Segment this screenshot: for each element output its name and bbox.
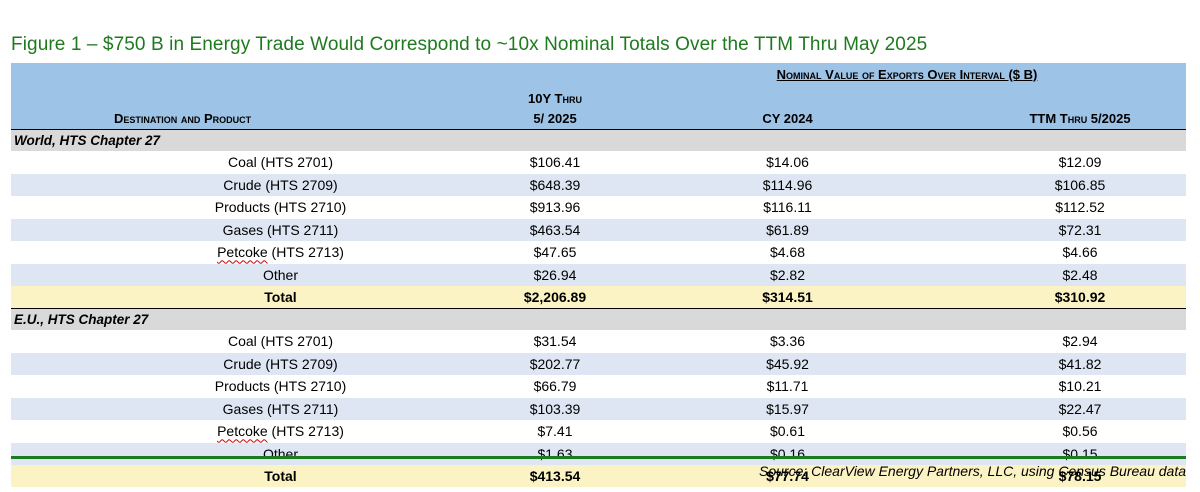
bottom-rule [11, 456, 1186, 459]
table-row: Crude (HTS 2709) $202.77 $45.92 $41.82 [11, 352, 1187, 375]
col-cy2024-header: CY 2024 [762, 110, 813, 126]
value-10y: $103.39 [509, 397, 601, 420]
value-10y: $202.77 [509, 352, 601, 375]
product-cell: Products (HTS 2710) [214, 378, 347, 395]
total-ttm: $310.92 [974, 286, 1187, 309]
value-ttm: $22.47 [974, 397, 1187, 420]
product-cell: Crude (HTS 2709) [11, 173, 509, 196]
value-ttm: $2.94 [1062, 333, 1098, 350]
total-cy2024: $77.74 [601, 465, 974, 487]
col-10y-header-line1: 10Y Thru [528, 91, 582, 106]
value-ttm: $41.82 [974, 352, 1187, 375]
value-ttm: $0.15 [974, 442, 1187, 465]
value-cy2024: $114.96 [601, 173, 974, 196]
figure-title: Figure 1 – $750 B in Energy Trade Would … [11, 34, 928, 55]
product-cell: Petcoke (HTS 2713) [11, 420, 509, 443]
product-cell: Crude (HTS 2709) [11, 352, 509, 375]
petcoke-code: (HTS 2713) [267, 423, 344, 440]
value-10y: $47.65 [533, 244, 577, 261]
source-note: Source: ClearView Energy Partners, LLC, … [759, 463, 1186, 479]
value-cy2024: $3.36 [769, 333, 806, 350]
value-ttm: $12.09 [1058, 154, 1102, 171]
table-row: Coal (HTS 2701) $106.41 $14.06 $12.09 [11, 151, 1186, 174]
section-label: E.U., HTS Chapter 27 [11, 308, 1187, 330]
group-header: Nominal Value of Exports Over Interval (… [776, 66, 1038, 82]
table-row: Other $1.63 $0.16 $0.15 [11, 442, 1187, 465]
value-ttm: $0.56 [1062, 423, 1098, 440]
value-ttm: $10.21 [1058, 378, 1102, 395]
value-cy2024: $11.71 [766, 378, 809, 395]
product-cell: Other [11, 263, 509, 286]
exports-table-container: Nominal Value of Exports Over Interval (… [11, 63, 1187, 487]
header-row-group: Nominal Value of Exports Over Interval (… [11, 63, 1187, 85]
value-10y: $26.94 [509, 263, 601, 286]
value-cy2024: $14.06 [766, 154, 809, 171]
value-10y: $913.96 [529, 199, 581, 216]
product-cell: Petcoke (HTS 2713) [11, 241, 509, 264]
table-row: Other $26.94 $2.82 $2.48 [11, 263, 1187, 286]
product-cell: Gases (HTS 2711) [11, 397, 509, 420]
product-cell: Products (HTS 2710) [214, 199, 347, 216]
value-ttm: $112.52 [1055, 199, 1105, 216]
table-row: Gases (HTS 2711) $103.39 $15.97 $22.47 [11, 397, 1187, 420]
value-ttm: $4.66 [1062, 244, 1098, 261]
value-10y: $106.41 [529, 154, 581, 171]
table-row: Gases (HTS 2711) $463.54 $61.89 $72.31 [11, 218, 1187, 241]
col-ttm-header: TTM Thru 5/2025 [1029, 110, 1131, 126]
section-row-world: World, HTS Chapter 27 [11, 129, 1187, 151]
header-row-3: Destination and Product 5/ 2025 CY 2024 … [11, 107, 1187, 130]
product-cell: Coal (HTS 2701) [227, 154, 334, 171]
section-label: World, HTS Chapter 27 [11, 129, 1187, 151]
total-10y: $2,206.89 [509, 286, 601, 309]
value-cy2024: $15.97 [601, 397, 974, 420]
value-ttm: $106.85 [974, 173, 1187, 196]
petcoke-code: (HTS 2713) [267, 244, 344, 261]
value-ttm: $2.48 [974, 263, 1187, 286]
section-row-eu: E.U., HTS Chapter 27 [11, 308, 1187, 330]
table-row: Products (HTS 2710) $66.79 $11.71 $10.21 [11, 375, 1186, 398]
col-10y-header-line2: 5/ 2025 [533, 110, 577, 126]
total-label: Total [11, 465, 509, 487]
table-row: Crude (HTS 2709) $648.39 $114.96 $106.85 [11, 173, 1187, 196]
value-cy2024: $2.82 [601, 263, 974, 286]
total-row-world: Total $2,206.89 $314.51 $310.92 [11, 286, 1187, 309]
value-10y: $66.79 [533, 378, 577, 395]
col-destination-header: Destination and Product [114, 110, 252, 126]
exports-table: Nominal Value of Exports Over Interval (… [11, 63, 1187, 487]
value-10y: $1.63 [509, 442, 601, 465]
table-row: Products (HTS 2710) $913.96 $116.11 $112… [11, 196, 1186, 219]
value-cy2024: $0.61 [769, 423, 806, 440]
product-cell: Other [11, 442, 509, 465]
value-10y: $31.54 [533, 333, 577, 350]
table-row: Coal (HTS 2701) $31.54 $3.36 $2.94 [11, 330, 1186, 353]
value-10y: $648.39 [509, 173, 601, 196]
total-label: Total [11, 286, 509, 309]
value-ttm: $72.31 [974, 218, 1187, 241]
value-cy2024: $4.68 [769, 244, 806, 261]
value-cy2024: $0.16 [601, 442, 974, 465]
value-10y: $463.54 [509, 218, 601, 241]
value-cy2024: $61.89 [601, 218, 974, 241]
petcoke-word: Petcoke [217, 423, 268, 440]
value-cy2024: $116.11 [763, 199, 812, 216]
product-cell: Gases (HTS 2711) [11, 218, 509, 241]
total-row-eu: Total $413.54 $77.74 $78.15 [11, 465, 1187, 487]
table-row: Petcoke (HTS 2713) $7.41 $0.61 $0.56 [11, 420, 1186, 443]
total-cy2024: $314.51 [601, 286, 974, 309]
total-10y: $413.54 [509, 465, 601, 487]
value-cy2024: $45.92 [601, 352, 974, 375]
table-row: Petcoke (HTS 2713) $47.65 $4.68 $4.66 [11, 241, 1186, 264]
total-ttm: $78.15 [974, 465, 1187, 487]
header-row-2: 10Y Thru [11, 85, 1187, 107]
value-10y: $7.41 [537, 423, 573, 440]
product-cell: Coal (HTS 2701) [227, 333, 334, 350]
petcoke-word: Petcoke [217, 244, 268, 261]
